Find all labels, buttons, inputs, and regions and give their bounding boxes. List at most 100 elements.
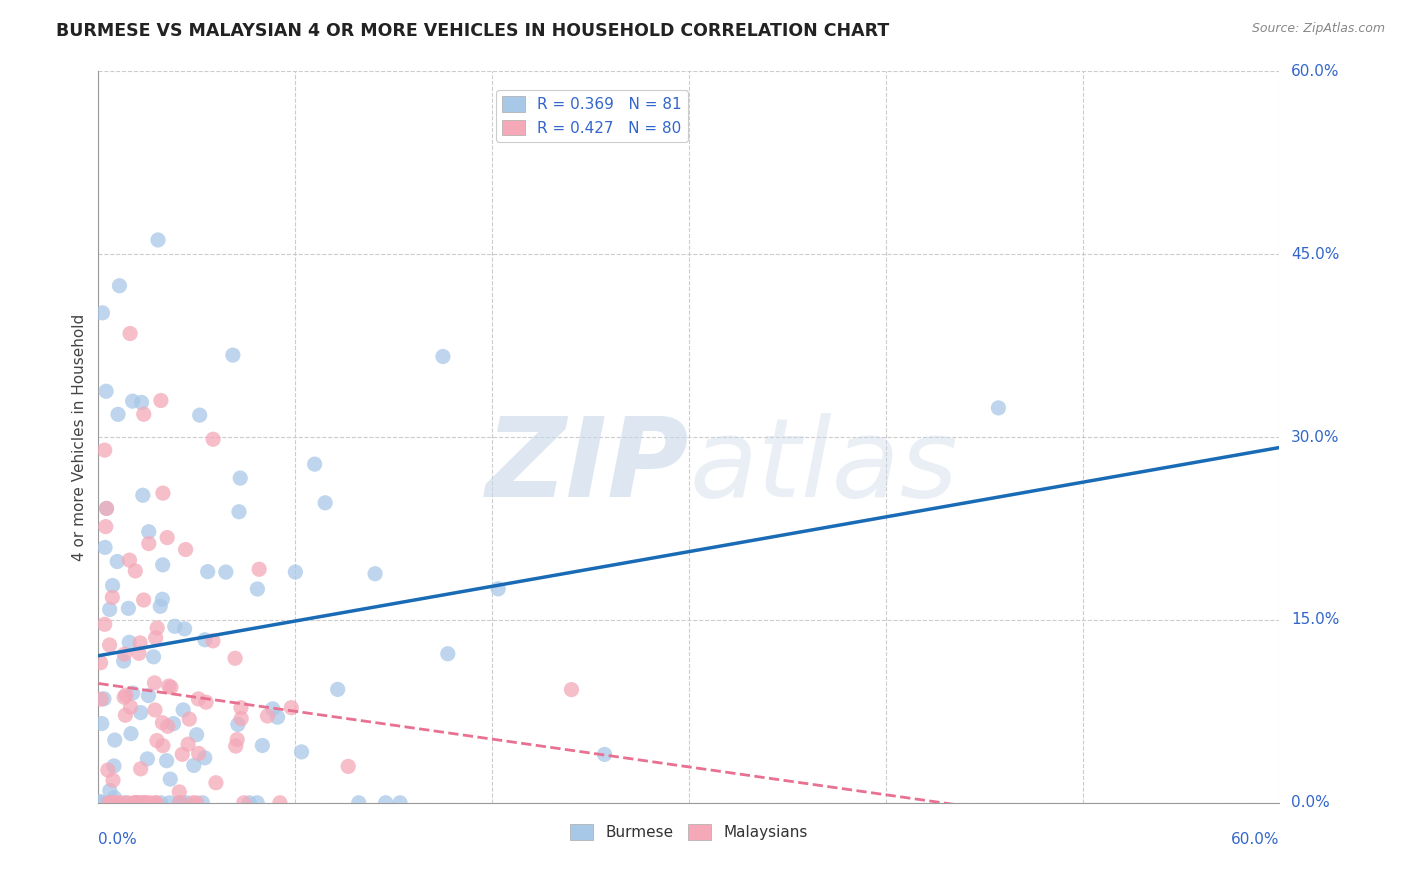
Text: BURMESE VS MALAYSIAN 4 OR MORE VEHICLES IN HOUSEHOLD CORRELATION CHART: BURMESE VS MALAYSIAN 4 OR MORE VEHICLES … [56,22,890,40]
Point [169,796,191,810]
Point [93,691,115,706]
Text: 45.0%: 45.0% [1291,247,1340,261]
Point [108,278,131,293]
Point [150,715,173,730]
Point [145,796,167,810]
Point [228,505,250,519]
Point [169,796,191,810]
Point [101,796,124,810]
Point [177,737,200,751]
Point [231,712,253,726]
Point [364,566,387,581]
Point [162,716,184,731]
Point [186,796,208,810]
Point [201,633,224,648]
Point [143,796,166,810]
Point [172,703,194,717]
Point [136,752,159,766]
Text: Source: ZipAtlas.com: Source: ZipAtlas.com [1251,22,1385,36]
Point [134,796,156,810]
Text: ZIP: ZIP [485,413,689,520]
Point [347,796,370,810]
Point [146,233,169,247]
Point [173,622,195,636]
Point [191,796,214,810]
Point [98,783,121,797]
Point [194,632,217,647]
Point [167,785,190,799]
Point [195,695,218,709]
Point [97,796,120,810]
Point [96,501,118,516]
Point [105,796,128,810]
Legend: Burmese, Malaysians: Burmese, Malaysians [564,818,814,847]
Point [135,796,157,810]
Point [388,796,411,810]
Point [104,733,127,747]
Point [138,524,160,539]
Point [101,591,124,605]
Point [152,486,174,500]
Point [176,796,198,810]
Point [437,647,460,661]
Point [186,728,208,742]
Point [120,726,142,740]
Point [105,555,128,569]
Point [115,688,138,702]
Y-axis label: 4 or more Vehicles in Household: 4 or more Vehicles in Household [72,313,87,561]
Point [117,601,139,615]
Point [132,407,155,421]
Point [150,592,173,607]
Point [94,541,117,555]
Point [98,602,121,616]
Point [110,796,132,810]
Point [146,733,169,747]
Point [238,796,260,810]
Point [163,619,186,633]
Point [96,501,118,516]
Point [194,751,217,765]
Point [183,758,205,772]
Point [560,682,582,697]
Point [131,796,153,810]
Point [159,796,181,810]
Point [152,558,174,572]
Point [104,796,127,810]
Text: 30.0%: 30.0% [1291,430,1340,444]
Point [304,457,326,471]
Point [224,651,246,665]
Text: 60.0%: 60.0% [1291,64,1340,78]
Point [120,326,142,341]
Point [94,519,117,533]
Point [138,689,160,703]
Point [262,702,284,716]
Point [90,716,112,731]
Point [131,395,153,409]
Point [125,796,148,810]
Point [121,394,143,409]
Point [107,408,129,422]
Point [127,796,149,810]
Point [269,796,291,810]
Point [314,496,336,510]
Point [486,582,509,596]
Point [124,796,146,810]
Point [232,796,254,810]
Point [225,739,247,753]
Point [93,617,115,632]
Point [222,348,245,362]
Point [149,393,172,408]
Point [114,647,136,661]
Point [280,700,302,714]
Point [169,796,191,810]
Point [256,709,278,723]
Point [114,708,136,723]
Point [89,795,111,809]
Point [149,796,172,810]
Point [156,531,179,545]
Point [187,747,209,761]
Point [337,759,360,773]
Point [181,796,204,810]
Text: 0.0%: 0.0% [1291,796,1330,810]
Point [593,747,616,762]
